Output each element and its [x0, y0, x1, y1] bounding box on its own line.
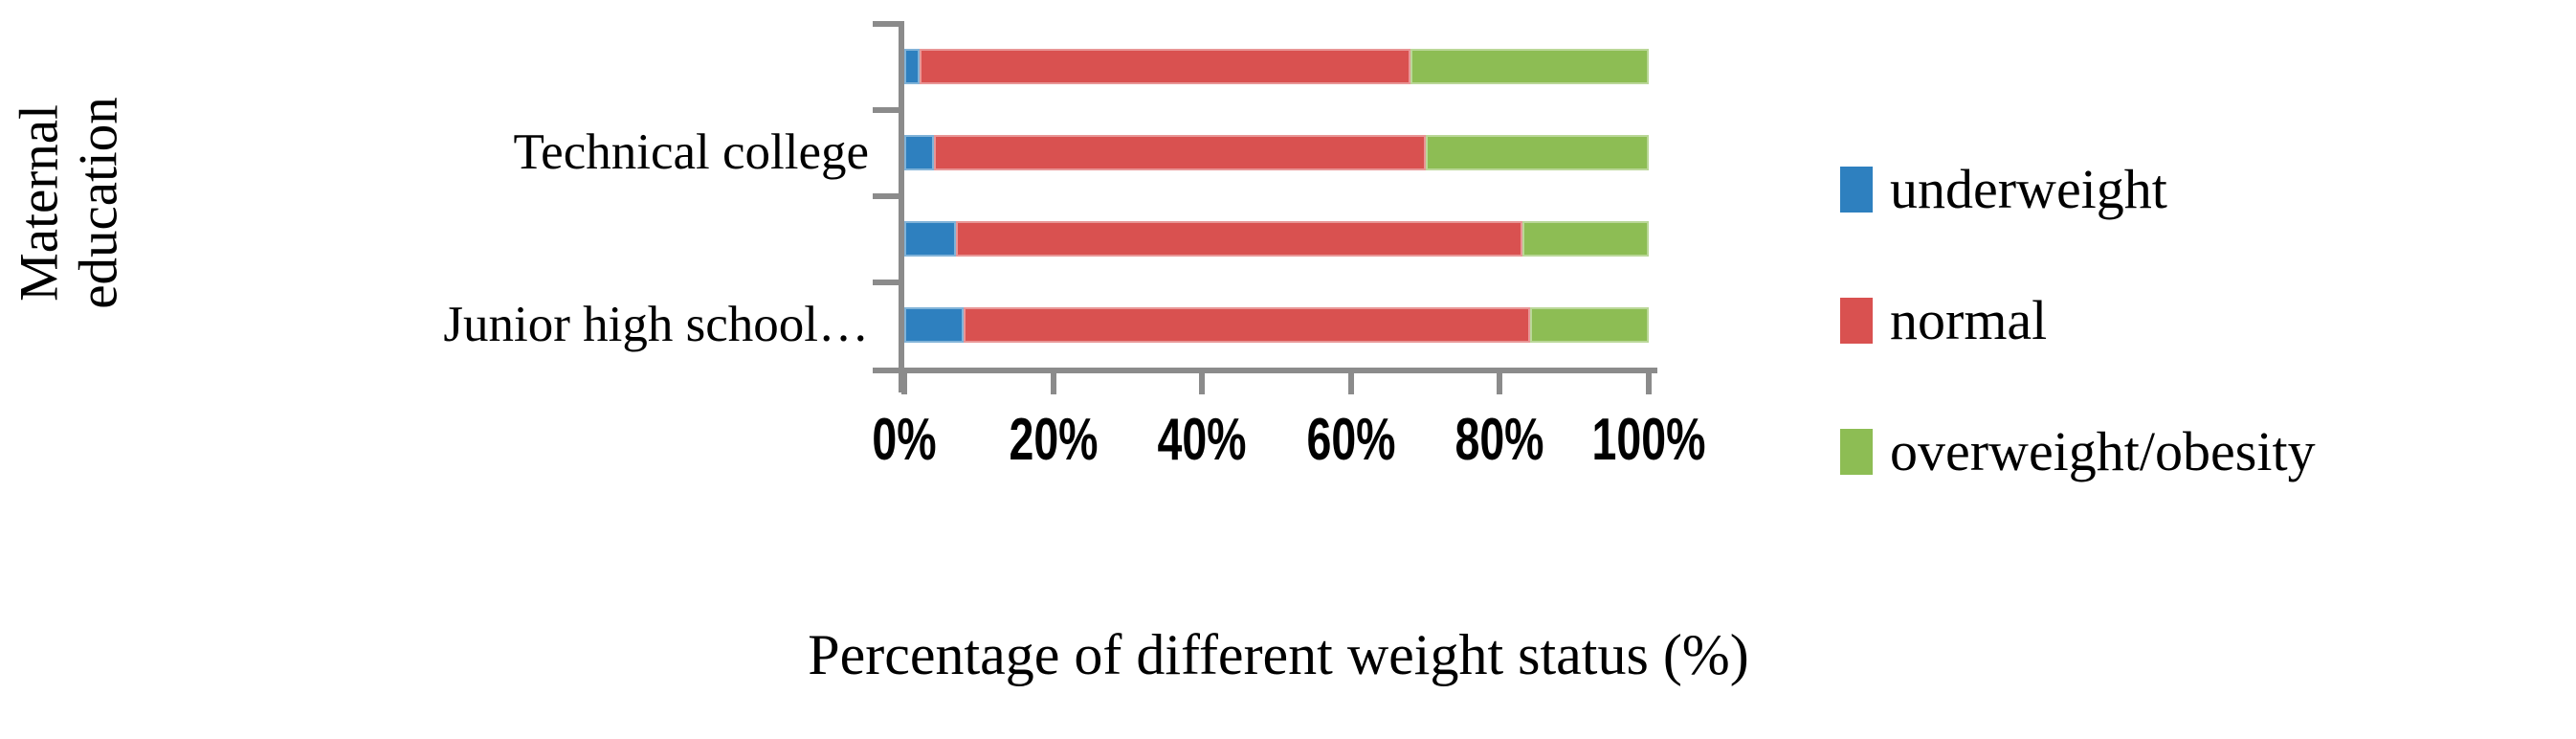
legend: underweight normal overweight/obesity: [1840, 157, 2316, 483]
legend-swatch: [1840, 297, 1873, 344]
legend-label: overweight/obesity: [1890, 420, 2316, 482]
x-axis-tick-label: 80%: [1455, 407, 1544, 473]
legend-label: underweight: [1890, 158, 2167, 220]
legend-label: normal: [1890, 289, 2048, 351]
bar-row: [904, 134, 1649, 170]
category-label: Technical college: [513, 124, 870, 180]
bar-segment-underweight: [904, 48, 920, 84]
y-axis-tick: [873, 21, 904, 27]
bar-segment-overweight-obesity: [1425, 134, 1649, 170]
bar-row: [904, 220, 1649, 257]
bar-row: [904, 306, 1649, 343]
bar-segment-normal: [919, 48, 1411, 84]
bar-segment-overweight-obesity: [1521, 220, 1649, 257]
legend-swatch: [1840, 166, 1873, 213]
y-axis-line: [899, 23, 904, 392]
legend-swatch: [1840, 428, 1873, 475]
bar-segment-normal: [934, 134, 1426, 170]
y-axis-tick: [873, 280, 904, 285]
x-axis-tick: [1199, 373, 1206, 394]
bar-segment-normal: [956, 220, 1522, 257]
x-axis-tick-label: 100%: [1591, 407, 1706, 473]
x-axis-tick: [1646, 373, 1652, 394]
bar-segment-normal: [964, 306, 1530, 343]
bar-segment-underweight: [904, 306, 965, 343]
x-axis-tick: [901, 373, 907, 394]
x-axis-tick: [1050, 373, 1056, 394]
bar-segment-overweight-obesity: [1410, 48, 1649, 84]
y-axis-tick: [873, 107, 904, 113]
y-axis-title: Maternal education: [9, 97, 128, 309]
category-label: Junior high school…: [443, 297, 869, 352]
legend-item: normal: [1840, 288, 2316, 352]
x-axis-tick: [1497, 373, 1503, 394]
x-axis-title: Percentage of different weight status (%…: [808, 623, 1749, 686]
bar-segment-underweight: [904, 134, 935, 170]
y-axis-tick: [873, 193, 904, 199]
plot-area: [904, 23, 1649, 368]
x-axis-tick: [1347, 373, 1354, 394]
x-axis-line: [873, 368, 1657, 373]
x-axis-tick-label: 20%: [1009, 407, 1099, 473]
bar-segment-underweight: [904, 220, 957, 257]
legend-item: overweight/obesity: [1840, 419, 2316, 483]
x-axis-tick-label: 60%: [1306, 407, 1396, 473]
legend-item: underweight: [1840, 157, 2316, 221]
bar-segment-overweight-obesity: [1529, 306, 1649, 343]
bar-row: [904, 48, 1649, 84]
x-axis-tick-label: 0%: [872, 407, 937, 473]
x-axis-tick-label: 40%: [1157, 407, 1247, 473]
